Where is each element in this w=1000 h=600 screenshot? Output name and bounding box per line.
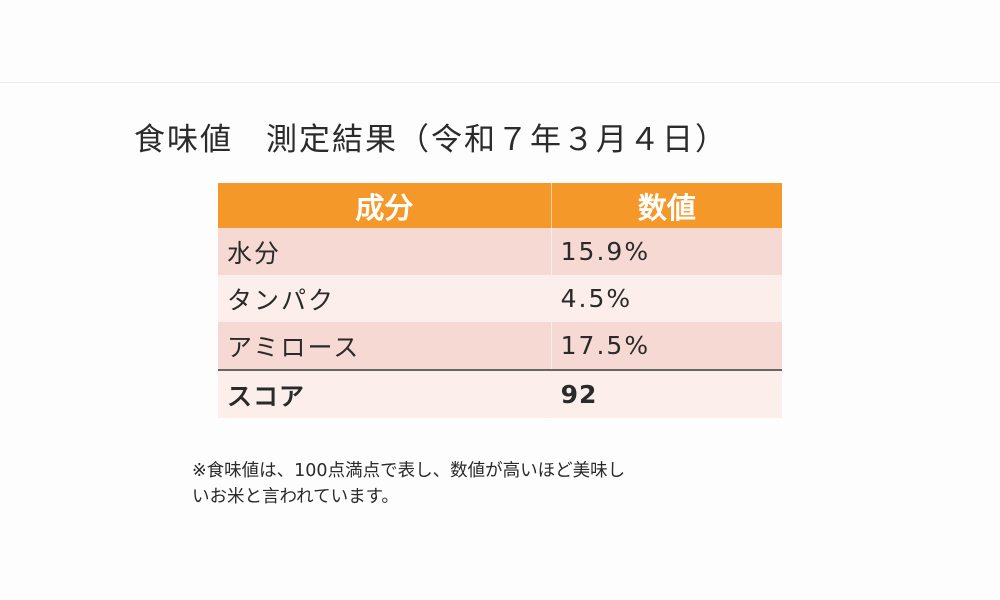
header-component: 成分 (218, 183, 552, 228)
value-cell: 4.5% (550, 275, 782, 322)
footnote-line: いお米と言われています。 (192, 487, 399, 507)
page-title: 食味値 測定結果（令和７年３月４日） (134, 122, 728, 158)
value-cell: 15.9% (550, 228, 782, 275)
footnote: ※食味値は、100点満点で表し、数値が高いほど美味し いお米と言われています。 (192, 458, 812, 510)
table-row: アミロース 17.5% (218, 322, 782, 370)
score-row: スコア 92 (218, 369, 782, 418)
table-header-row: 成分 数値 (218, 183, 782, 228)
component-cell: アミロース (218, 322, 552, 370)
results-table: 成分 数値 水分 15.9% タンパク 4.5% アミロース 17.5% スコア… (218, 183, 782, 418)
table-row: タンパク 4.5% (218, 275, 782, 322)
score-value: 92 (550, 369, 782, 418)
table-row: 水分 15.9% (218, 228, 782, 275)
component-cell: タンパク (218, 275, 552, 322)
score-label: スコア (218, 369, 552, 418)
footnote-line: ※食味値は、100点満点で表し、数値が高いほど美味し (192, 461, 626, 481)
component-cell: 水分 (218, 228, 552, 275)
divider (0, 82, 1000, 83)
header-value: 数値 (550, 183, 782, 228)
value-cell: 17.5% (550, 322, 782, 370)
